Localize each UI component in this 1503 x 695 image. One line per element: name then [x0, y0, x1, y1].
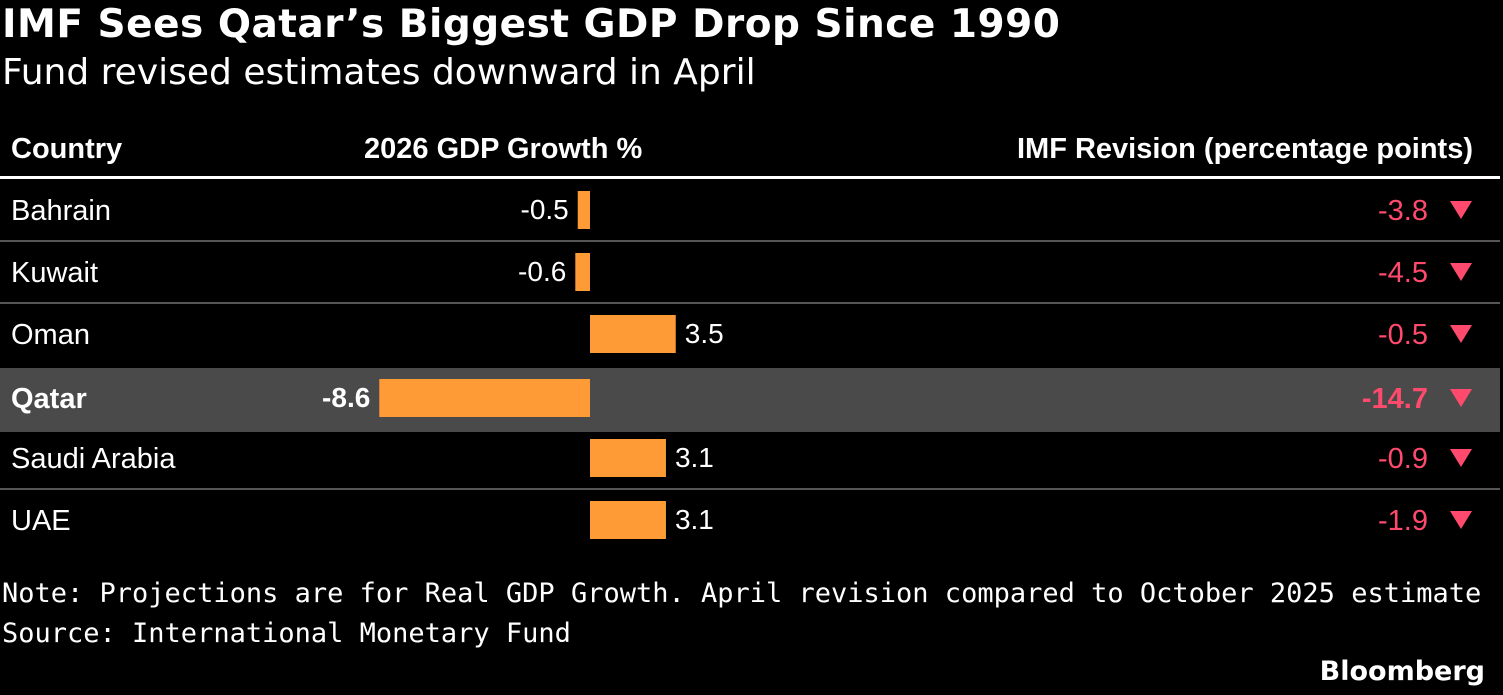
gdp-growth-value-label: -8.6 — [322, 382, 370, 413]
gdp-growth-bar — [590, 439, 666, 477]
country-label: Saudi Arabia — [11, 443, 176, 475]
country-label: Qatar — [11, 383, 87, 415]
imf-revision-value: -14.7 — [1362, 383, 1428, 415]
imf-revision-value: -3.8 — [1378, 195, 1428, 227]
chart-source: Source: International Monetary Fund — [2, 618, 571, 649]
column-header-country: Country — [11, 133, 123, 165]
chart-subtitle: Fund revised estimates downward in April — [2, 52, 756, 93]
triangle-down-icon — [1450, 201, 1472, 219]
imf-revision-value: -4.5 — [1378, 257, 1428, 289]
triangle-down-icon — [1450, 263, 1472, 281]
column-header-imf-revision: IMF Revision (percentage points) — [1017, 133, 1473, 165]
bloomberg-logo: Bloomberg — [1319, 656, 1485, 687]
gdp-growth-bar — [379, 379, 590, 417]
imf-revision-value: -0.5 — [1378, 319, 1428, 351]
highlight-row-bg — [0, 368, 1500, 432]
gdp-growth-value-label: 3.5 — [685, 318, 724, 349]
chart-note: Note: Projections are for Real GDP Growt… — [2, 578, 1482, 609]
gdp-growth-bar — [590, 501, 666, 539]
imf-revision-value: -1.9 — [1378, 505, 1428, 537]
triangle-down-icon — [1450, 511, 1472, 529]
header-rule — [0, 176, 1500, 179]
column-header-gdp-growth: 2026 GDP Growth % — [364, 133, 643, 165]
row-divider — [0, 240, 1500, 242]
chart-title: IMF Sees Qatar’s Biggest GDP Drop Since … — [2, 2, 1061, 47]
triangle-down-icon — [1450, 325, 1472, 343]
country-label: Bahrain — [11, 195, 111, 227]
imf-revision-value: -0.9 — [1378, 443, 1428, 475]
gdp-growth-bar — [577, 191, 590, 229]
triangle-down-icon — [1450, 449, 1472, 467]
gdp-growth-value-label: 3.1 — [675, 504, 714, 535]
gdp-growth-bar — [575, 253, 590, 291]
country-label: Oman — [11, 319, 90, 351]
gdp-growth-value-label: 3.1 — [675, 442, 714, 473]
country-label: Kuwait — [11, 257, 98, 289]
chart-table-body: Bahrain -0.5 -3.8 Kuwait -0.6 -4.5 Oman 3.5 -0.5… — [0, 191, 1500, 539]
gdp-growth-bar — [590, 315, 676, 353]
country-label: UAE — [11, 505, 71, 537]
row-divider — [0, 488, 1500, 490]
gdp-growth-value-label: -0.6 — [518, 256, 566, 287]
triangle-down-icon — [1450, 389, 1472, 407]
gdp-growth-value-label: -0.5 — [521, 194, 569, 225]
row-divider — [0, 302, 1500, 304]
